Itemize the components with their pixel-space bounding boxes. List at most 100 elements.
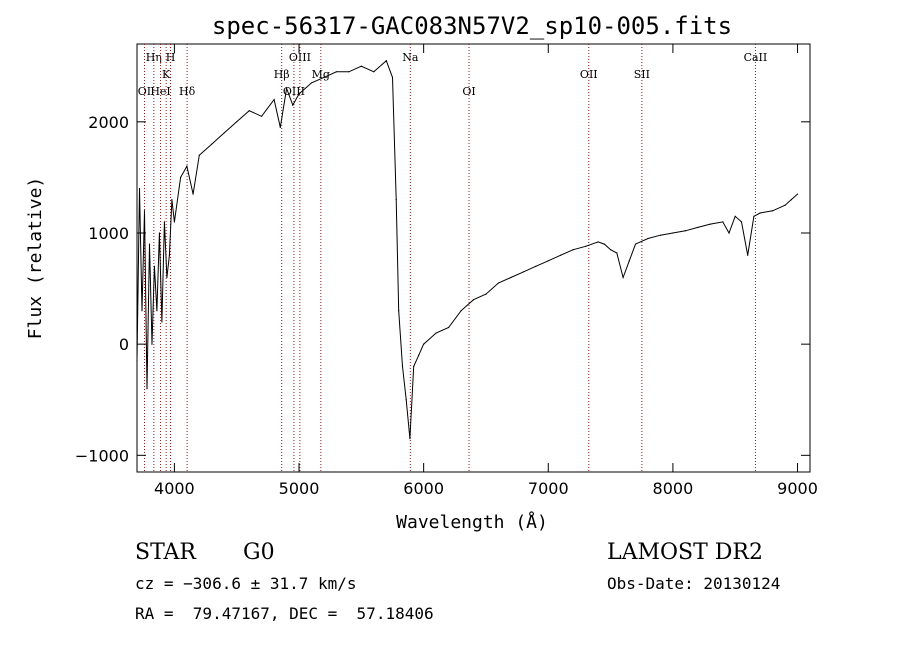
spectrum-point-0-20 xyxy=(211,143,213,145)
spectrum-point-0-38 xyxy=(395,199,397,201)
spectrum-point-0-44 xyxy=(418,354,420,356)
spectrum-point-0-39 xyxy=(398,310,400,312)
spectrum-point-0-24 xyxy=(261,115,263,117)
spectrum-point-0-32 xyxy=(335,71,338,73)
spectrum-point-0-58 xyxy=(585,245,587,247)
x-tick-label-0: 4000 xyxy=(154,479,195,498)
spectrum-point-0-67 xyxy=(659,234,662,236)
spectrum-point-0-3 xyxy=(143,210,146,212)
spectrum-point-0-57 xyxy=(572,249,574,251)
spectrum-point-0-35 xyxy=(373,71,375,73)
spectrum-point-0-7 xyxy=(153,265,156,267)
marker-label-2: HeI xyxy=(150,85,170,98)
x-axis-ticks: 4000 5000 6000 7000 8000 9000 xyxy=(154,44,818,498)
spectrum-point-0-34 xyxy=(360,65,362,67)
marker-label-4: H xyxy=(166,51,176,64)
y-axis-label: Flux (relative) xyxy=(25,177,46,340)
spectrum-point-0-21 xyxy=(223,132,225,134)
spectrum-point-0-37 xyxy=(391,76,394,78)
spectrum-point-0-25 xyxy=(273,98,275,101)
spectrum-point-0-14 xyxy=(171,199,173,201)
spectrum-point-0-53 xyxy=(522,271,524,273)
spectrum-line-0 xyxy=(136,59,798,439)
spectrum-point-0-46 xyxy=(435,332,437,334)
spectrum-point-0-68 xyxy=(672,232,674,234)
redshift-readout: cz = −306.6 ± 31.7 km/s xyxy=(135,574,357,593)
y-tick-label-2: 1000 xyxy=(88,224,129,243)
spectrum-point-0-60 xyxy=(603,243,605,245)
chart-title: spec-56317-GAC083N57V2_sp10-005.fits xyxy=(212,12,732,40)
spectrum-point-0-17 xyxy=(186,165,188,167)
spectrum-point-0-71 xyxy=(709,223,711,225)
spectrum-point-0-2 xyxy=(141,310,143,312)
y-tick-label-3: 2000 xyxy=(88,113,129,132)
x-tick-label-3: 7000 xyxy=(528,479,569,498)
spectrum-point-0-79 xyxy=(772,210,774,212)
spectrum-point-0-78 xyxy=(759,212,761,214)
spectrum-point-0-76 xyxy=(747,254,749,256)
x-tick-label-5: 9000 xyxy=(777,479,818,498)
marker-label-8: OIII xyxy=(289,51,311,64)
spectrum-point-0-75 xyxy=(740,221,743,223)
spectrum-point-0-5 xyxy=(148,243,151,245)
spectrum-point-0-54 xyxy=(535,265,537,267)
spectrum-point-0-30 xyxy=(310,82,313,84)
y-axis-ticks: −1000 0 1000 2000 xyxy=(75,113,810,465)
spectrum-point-0-64 xyxy=(628,260,630,262)
spectrum-point-0-18 xyxy=(192,193,194,195)
spectrum-point-0-28 xyxy=(292,104,294,106)
x-tick-label-4: 8000 xyxy=(653,479,694,498)
marker-label-13: SII xyxy=(634,68,650,81)
spectrum-point-0-19 xyxy=(198,154,200,156)
spectrum-point-0-12 xyxy=(166,276,168,279)
marker-label-10: Na xyxy=(402,51,419,64)
spectrum-point-0-50 xyxy=(485,293,487,295)
spectrum-point-0-22 xyxy=(236,121,238,123)
spectrum-point-0-59 xyxy=(597,241,599,243)
spectrum-point-0-81 xyxy=(790,199,792,201)
x-axis-label: Wavelength (Å) xyxy=(396,511,548,533)
spectral-subclass: G0 xyxy=(243,540,275,565)
marker-label-0: OI xyxy=(138,85,151,98)
spectrum-point-0-47 xyxy=(447,326,450,329)
spectrum-point-0-41 xyxy=(405,399,407,401)
spectrum-point-0-72 xyxy=(722,221,724,223)
spectrum-point-0-13 xyxy=(168,254,171,256)
spectrum-point-0-82 xyxy=(796,193,799,195)
spectrum-point-0-23 xyxy=(248,110,250,112)
spectrum-point-0-51 xyxy=(497,282,500,284)
spectrum-point-0-55 xyxy=(547,260,549,262)
spectrum-point-0-63 xyxy=(622,276,624,279)
spectrum-point-0-4 xyxy=(146,388,148,390)
marker-label-11: OI xyxy=(462,85,475,98)
spectrum-point-0-52 xyxy=(510,276,512,279)
marker-label-6: Hβ xyxy=(274,68,290,81)
x-tick-label-2: 6000 xyxy=(403,479,444,498)
spectrum-point-0-10 xyxy=(161,321,163,323)
spectrum-point-0-66 xyxy=(647,237,649,240)
observation-date: Obs-Date: 20130124 xyxy=(607,574,781,593)
spectrum-point-0-61 xyxy=(609,249,612,251)
spectrum-point-0-42 xyxy=(409,438,411,440)
marker-label-1: Hη xyxy=(146,51,162,64)
spectrum-series xyxy=(136,59,799,440)
spectrum-point-0-69 xyxy=(684,230,686,232)
plot-frame xyxy=(136,43,811,473)
survey-name: LAMOST DR2 xyxy=(607,540,763,565)
spectrum-point-0-73 xyxy=(728,232,730,234)
y-tick-label-0: −1000 xyxy=(75,446,129,465)
spectrum-point-0-8 xyxy=(156,310,158,312)
marker-label-7: OIII xyxy=(283,85,305,98)
spectrum-point-0-33 xyxy=(348,71,350,73)
object-type: STAR xyxy=(135,540,196,565)
y-tick-label-1: 0 xyxy=(119,335,129,354)
spectrum-point-0-27 xyxy=(285,87,288,90)
spectrum-point-0-36 xyxy=(385,60,387,62)
marker-label-5: Hδ xyxy=(179,85,196,98)
spectrum-point-0-9 xyxy=(158,232,161,234)
spectrum-point-0-56 xyxy=(560,254,562,256)
spectrum-point-0-26 xyxy=(279,126,281,128)
spectrum-point-0-74 xyxy=(734,215,736,217)
